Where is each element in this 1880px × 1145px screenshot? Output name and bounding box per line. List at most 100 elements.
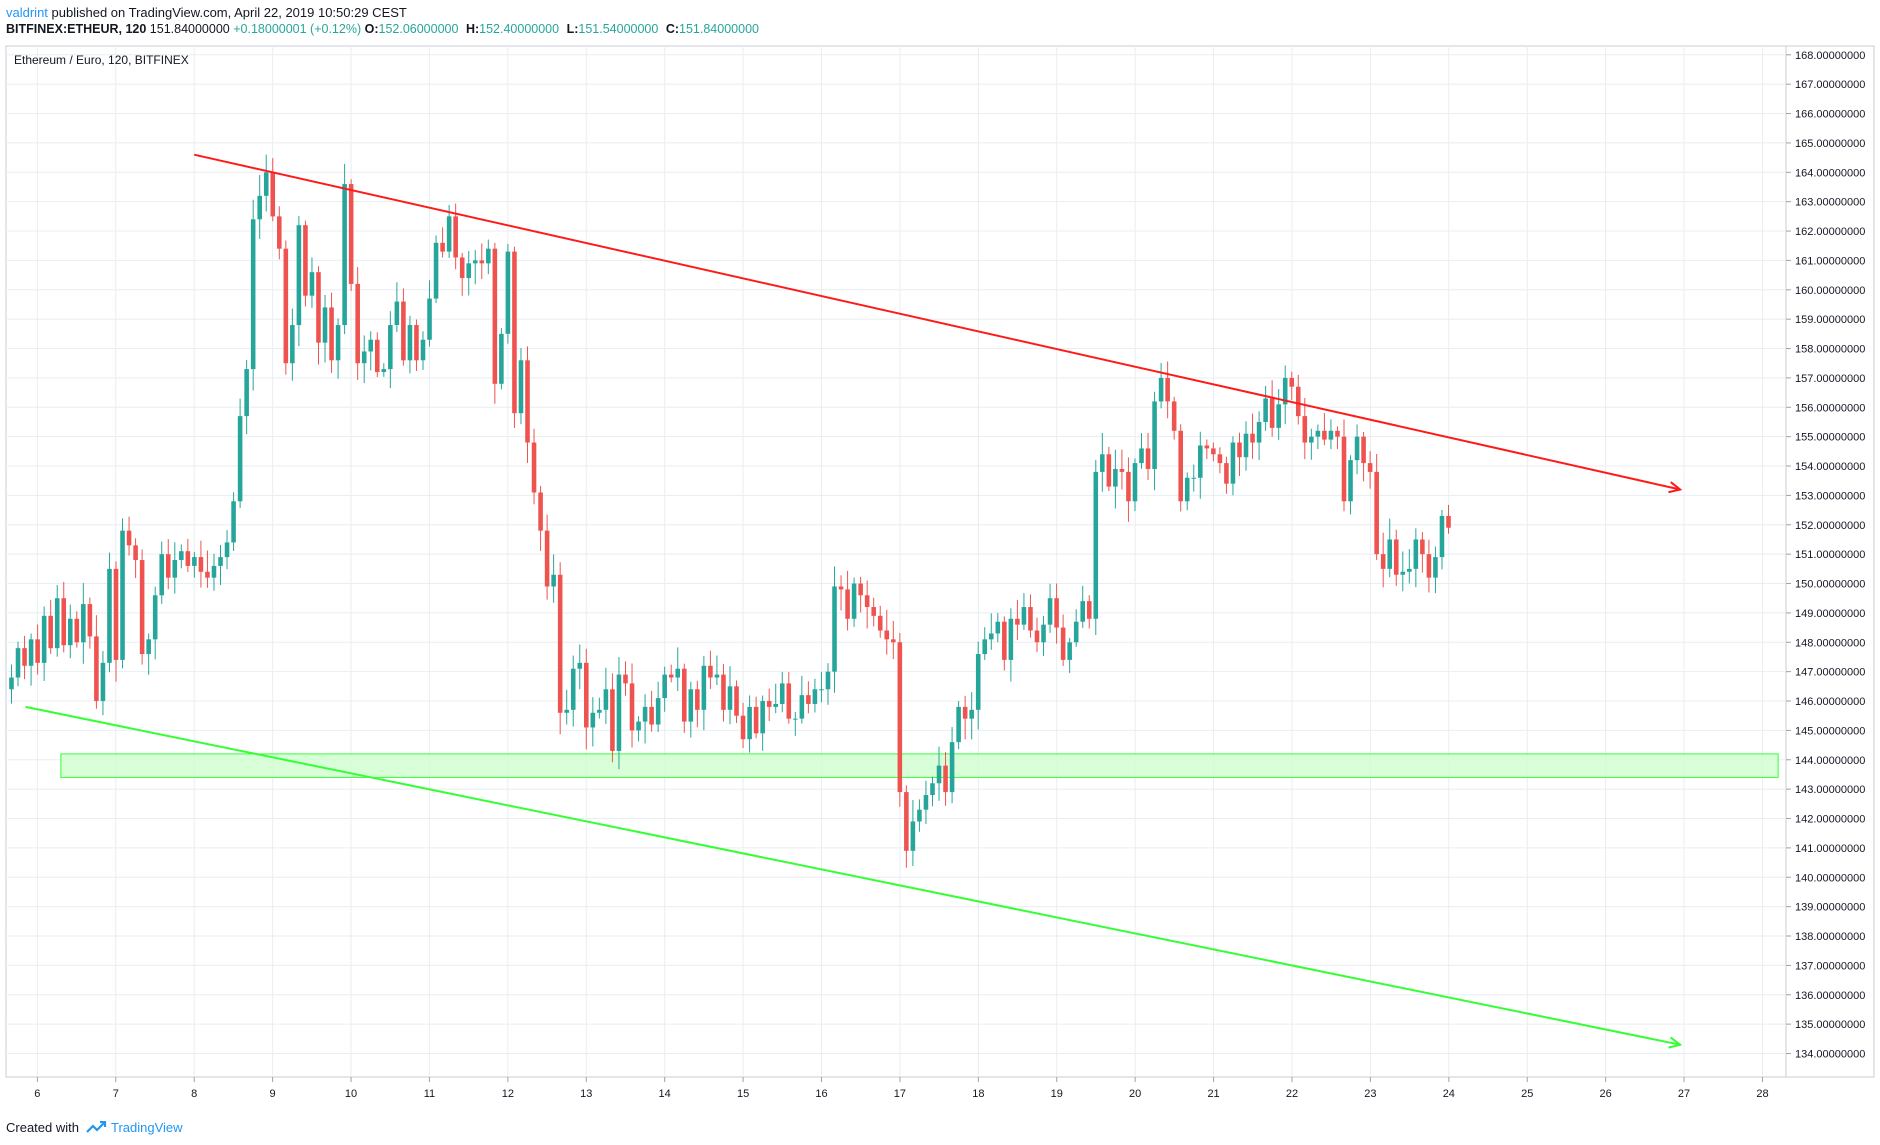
y-tick-label: 157.00000000 <box>1795 373 1865 385</box>
candle-down <box>453 216 458 258</box>
candle-down <box>440 242 445 252</box>
candle-up <box>590 712 596 728</box>
candle-up <box>1407 568 1412 572</box>
candle-up <box>1100 454 1105 472</box>
candle-down <box>584 662 589 728</box>
grid <box>6 46 1786 1077</box>
y-tick-label: 155.00000000 <box>1795 432 1865 444</box>
candle-up <box>727 686 733 710</box>
x-tick-label: 22 <box>1286 1088 1298 1100</box>
candle-up <box>603 689 609 710</box>
candle-up <box>930 783 935 796</box>
candle-down <box>459 257 465 279</box>
support-zone-rect <box>60 753 1779 778</box>
candle-down <box>133 545 138 561</box>
y-tick-label: 161.00000000 <box>1795 255 1865 267</box>
price-chart[interactable]: 168.00000000 167.00000000 166.00000000 165.… <box>0 0 1880 1110</box>
candle-down <box>943 765 948 793</box>
x-tick-label: 25 <box>1521 1088 1533 1100</box>
candle-up <box>1230 442 1236 484</box>
candle-up <box>1439 515 1445 558</box>
low-value: 151.54000000 <box>578 22 659 36</box>
candle-up <box>812 689 818 704</box>
candle-down <box>904 792 909 851</box>
candle-up <box>923 795 929 810</box>
created-with-text: Created with <box>6 1120 79 1135</box>
price-change: +0.18000001 (+0.12%) <box>233 22 362 36</box>
tradingview-brand[interactable]: TradingView <box>83 1120 183 1135</box>
candle-up <box>172 560 178 578</box>
x-tick-label: 18 <box>972 1088 984 1100</box>
x-tick-label: 11 <box>424 1088 435 1100</box>
candle-down <box>838 586 844 590</box>
x-tick-label: 17 <box>894 1088 906 1100</box>
candle-down <box>1145 448 1151 469</box>
candle-up <box>1315 430 1321 437</box>
candle-up <box>1021 607 1027 625</box>
low-label: L: <box>566 22 579 36</box>
x-tick-label: 19 <box>1051 1088 1063 1100</box>
candle-up <box>67 618 73 646</box>
x-tick-label: 12 <box>502 1088 514 1100</box>
candle-down <box>1119 468 1125 472</box>
y-tick-label: 134.00000000 <box>1795 1049 1865 1061</box>
candle-down <box>681 668 687 722</box>
candle-down <box>525 360 530 443</box>
resistance-trendline <box>193 153 1681 491</box>
candle-up <box>1041 624 1046 643</box>
candle-down <box>871 607 876 616</box>
candle-down <box>1250 433 1255 443</box>
candle-up <box>107 568 112 663</box>
candle-down <box>891 639 896 643</box>
candle-down <box>845 589 850 619</box>
candle-down <box>374 339 380 373</box>
time-axis: 6 7 8 9 10 11 12 13 14 15 16 17 18 19 20 21 22 23 24 25 26 27… <box>34 1077 1769 1100</box>
candle-up <box>851 583 857 619</box>
y-tick-label: 141.00000000 <box>1795 843 1865 855</box>
candle-up <box>433 242 439 299</box>
chart-container[interactable]: 168.00000000 167.00000000 166.00000000 165.… <box>0 0 1880 1115</box>
y-tick-label: 150.00000000 <box>1795 579 1865 591</box>
candle-up <box>1047 598 1053 625</box>
candle-up <box>9 677 14 690</box>
candle-up <box>779 683 785 704</box>
candle-down <box>1178 430 1183 502</box>
y-tick-label: 152.00000000 <box>1795 520 1865 532</box>
candle-down <box>1341 436 1347 502</box>
candle-down <box>897 642 903 793</box>
candle-down <box>864 595 870 608</box>
author-link[interactable]: valdrint <box>6 5 48 20</box>
candle-up <box>655 698 661 725</box>
candle-up <box>1243 433 1249 458</box>
candle-up <box>1413 539 1419 569</box>
candle-down <box>1054 598 1059 628</box>
candle-down <box>22 648 27 666</box>
candle-up <box>296 225 302 326</box>
x-tick-label: 26 <box>1600 1088 1612 1100</box>
candle-up <box>237 416 243 502</box>
candle-up <box>290 325 295 364</box>
candle-up <box>969 709 974 719</box>
y-tick-label: 159.00000000 <box>1795 314 1865 326</box>
candle-up <box>1152 401 1157 469</box>
candle-up <box>1184 477 1190 502</box>
candle-up <box>342 184 347 326</box>
candle-up <box>662 674 667 699</box>
candle-down <box>1060 627 1066 660</box>
candle-up <box>218 557 223 566</box>
candle-down <box>695 689 700 710</box>
candle-down <box>1361 436 1366 464</box>
candle-up <box>675 668 681 678</box>
candle-up <box>1354 436 1360 461</box>
candle-down <box>623 674 628 684</box>
x-tick-label: 27 <box>1678 1088 1690 1100</box>
candle-down <box>1211 448 1216 455</box>
candles <box>9 154 1451 868</box>
candle-down <box>531 442 537 493</box>
candle-down <box>1446 515 1451 528</box>
candle-down <box>1367 463 1373 472</box>
candle-down <box>355 283 360 364</box>
candle-down <box>1295 386 1301 417</box>
candle-up <box>616 674 622 751</box>
candle-up <box>159 554 165 596</box>
